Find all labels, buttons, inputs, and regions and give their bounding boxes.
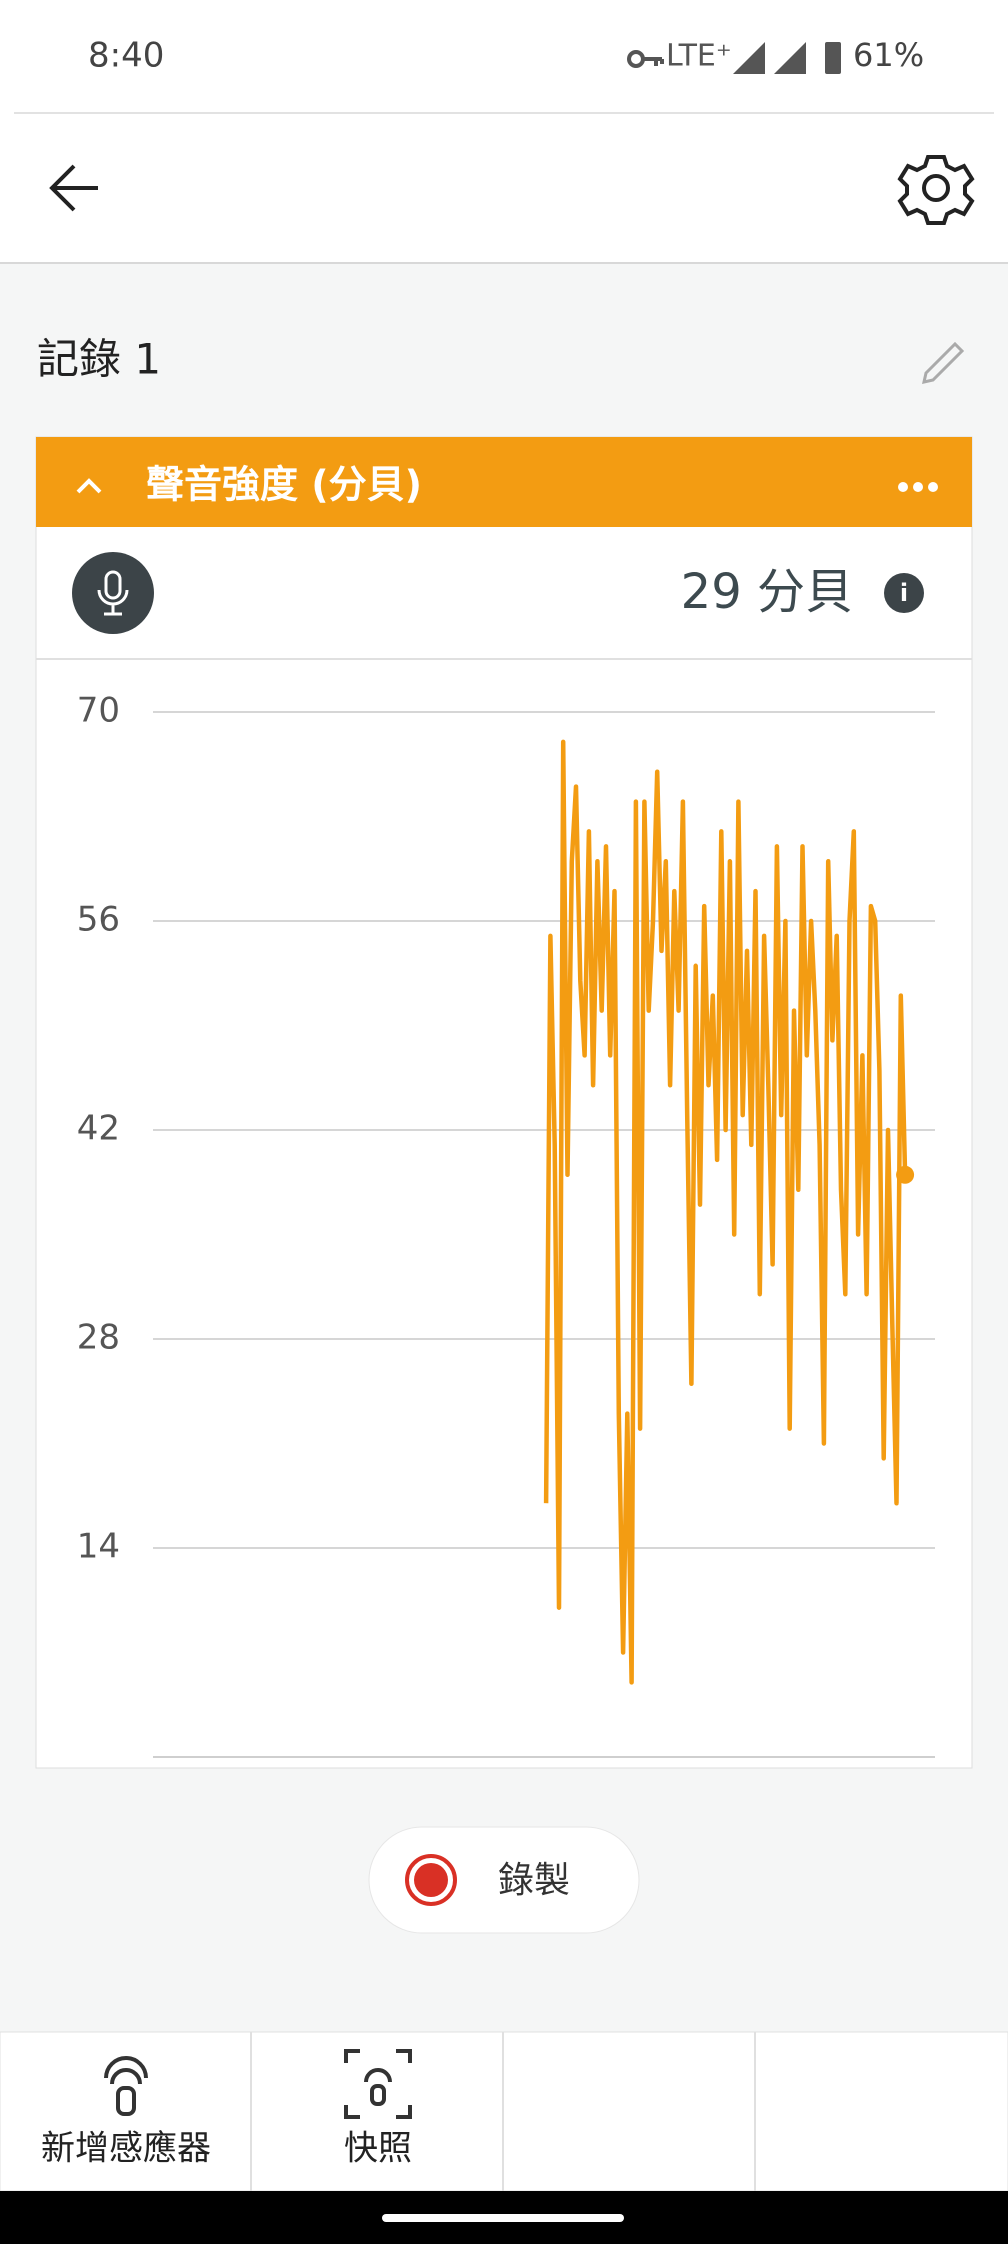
menu-button[interactable] bbox=[898, 482, 938, 492]
settings-button[interactable] bbox=[897, 155, 975, 225]
experiment-title: 記錄 1 bbox=[37, 335, 161, 384]
status-network: LTE⁺ bbox=[666, 39, 732, 74]
nav-snapshot[interactable]: 快照 bbox=[344, 2129, 412, 2169]
y-tick-label: 14 bbox=[77, 1527, 120, 1567]
divider bbox=[14, 112, 994, 114]
nav-add-sensor[interactable]: 新增感應器 bbox=[41, 2129, 211, 2169]
info-button[interactable] bbox=[884, 573, 924, 613]
y-tick-label: 70 bbox=[77, 691, 120, 731]
status-battery: 61% bbox=[853, 36, 924, 74]
nav-dividers bbox=[250, 2032, 756, 2191]
battery-icon bbox=[825, 42, 841, 74]
signal-icon bbox=[733, 42, 765, 74]
status-time: 8:40 bbox=[88, 36, 164, 76]
record-button[interactable] bbox=[368, 1826, 640, 1934]
y-tick-label: 28 bbox=[77, 1318, 120, 1358]
snapshot-icon[interactable] bbox=[344, 2049, 412, 2119]
edit-button[interactable] bbox=[922, 341, 965, 384]
back-button[interactable] bbox=[49, 164, 98, 212]
collapse-button[interactable] bbox=[76, 478, 102, 494]
record-icon bbox=[414, 1863, 448, 1897]
sensor-card bbox=[35, 436, 973, 1769]
current-value-dot bbox=[896, 1165, 915, 1184]
chart: 14 28 42 56 70 bbox=[77, 691, 935, 1758]
key-icon bbox=[627, 50, 664, 68]
info-glyph: i bbox=[900, 579, 908, 607]
y-tick-label: 42 bbox=[77, 1109, 120, 1149]
data-line bbox=[543, 739, 908, 1685]
add-sensor-icon[interactable] bbox=[104, 2056, 148, 2116]
record-icon-ring bbox=[405, 1854, 457, 1906]
home-indicator[interactable] bbox=[382, 2214, 624, 2222]
divider bbox=[36, 658, 972, 660]
sensor-reading: 29 分貝 bbox=[681, 564, 853, 620]
card-title: 聲音強度 (分貝) bbox=[146, 463, 422, 507]
sensor-icon[interactable] bbox=[72, 552, 154, 634]
card-header bbox=[36, 437, 972, 527]
y-tick-label: 56 bbox=[77, 900, 120, 940]
record-label: 錄製 bbox=[498, 1860, 570, 1901]
signal-icon bbox=[774, 42, 806, 74]
mic-glyph bbox=[97, 570, 129, 616]
divider bbox=[0, 262, 1008, 264]
